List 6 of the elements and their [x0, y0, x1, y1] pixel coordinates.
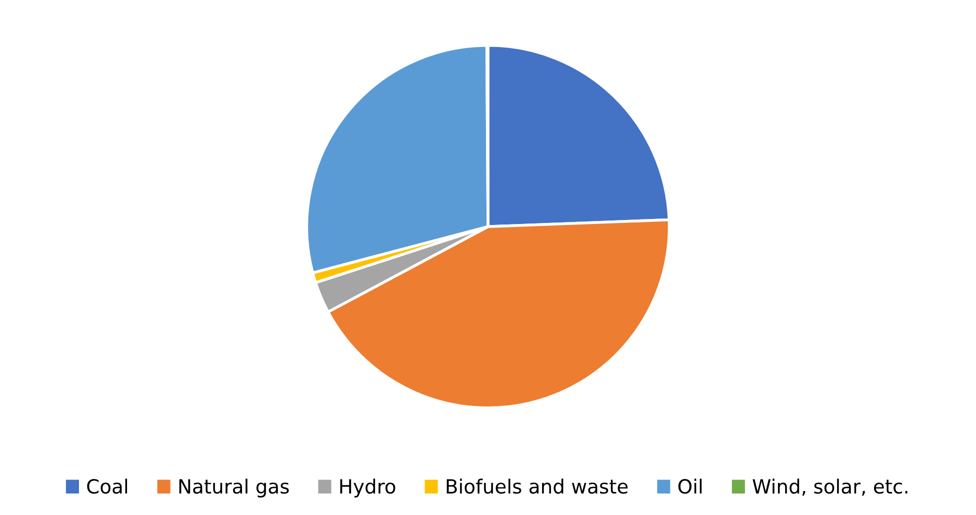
- legend-label: Biofuels and waste: [446, 478, 628, 494]
- legend-label: Hydro: [340, 478, 396, 498]
- legend-label: Wind, solar, etc.: [752, 478, 908, 496]
- legend-label: Oil: [678, 478, 702, 494]
- legend-label: Natural gas: [179, 478, 289, 498]
- legend-label: Coal: [87, 478, 128, 494]
